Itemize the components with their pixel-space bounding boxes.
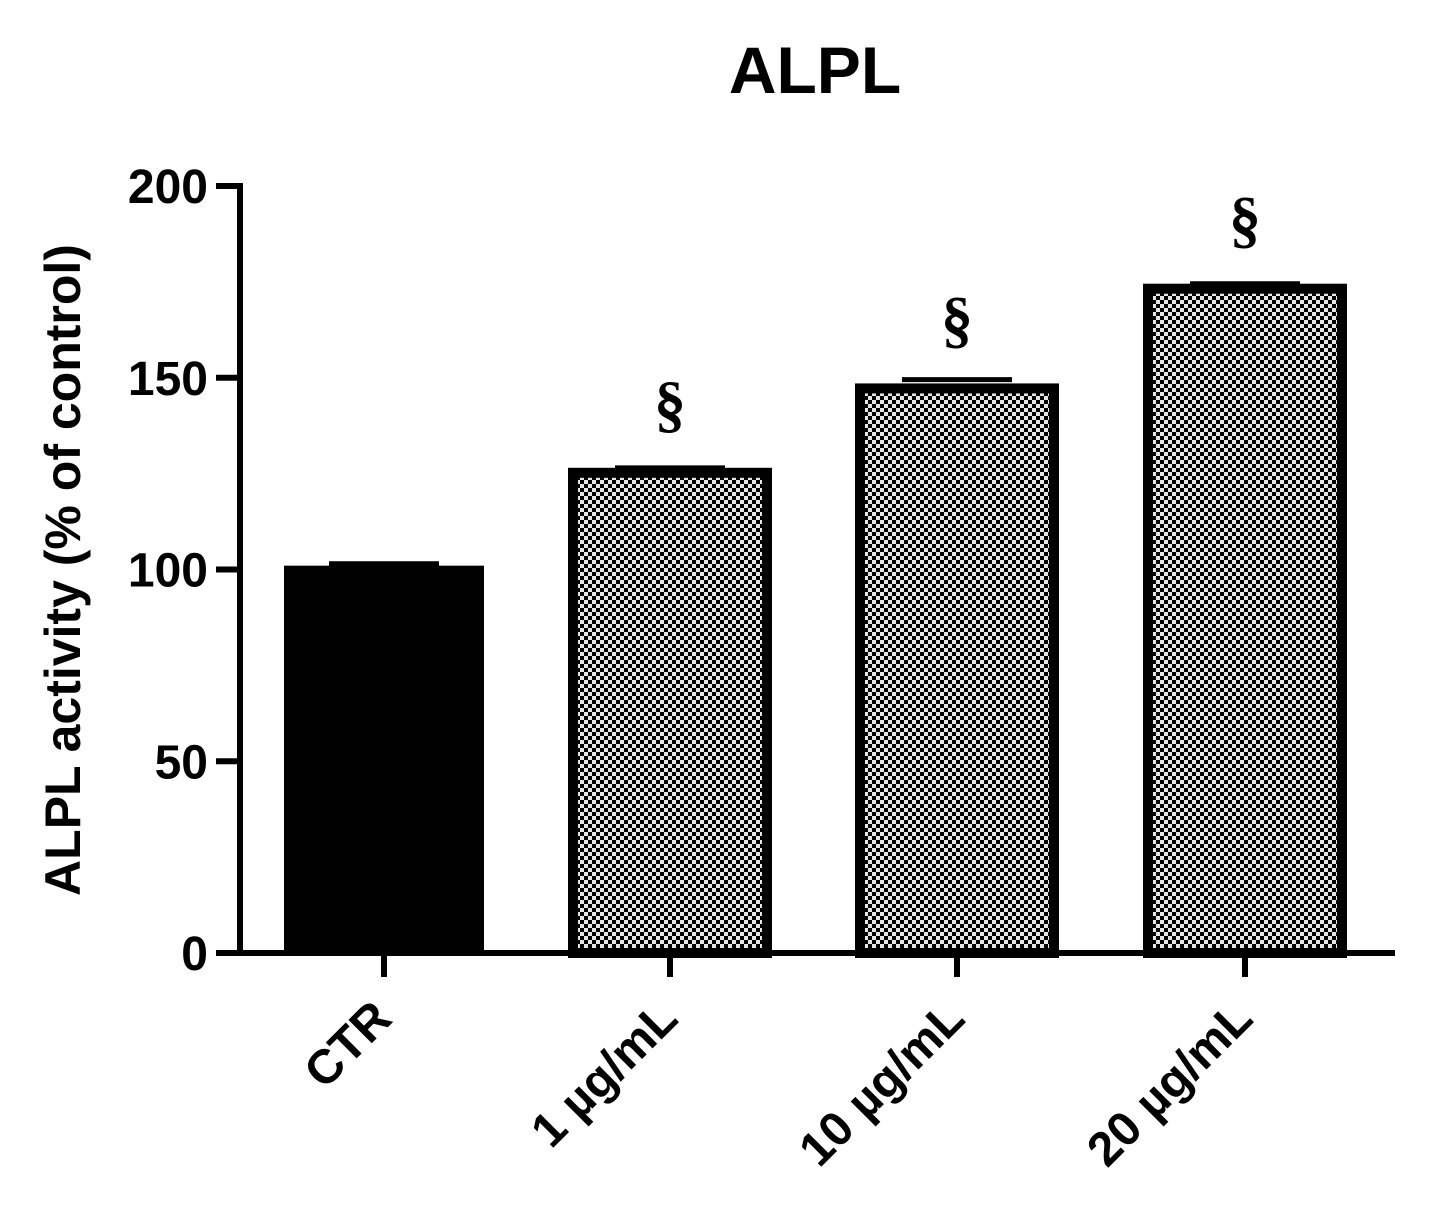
x-category-label: CTR <box>295 991 402 1098</box>
y-tick-label: 0 <box>181 928 208 981</box>
bars-group: § § § <box>284 184 1347 959</box>
y-tick-label: 100 <box>128 545 208 598</box>
x-axis-ticks: CTR 1 µg/mL 10 µg/mL 20 µg/mL <box>295 953 1263 1177</box>
bar-1 <box>568 467 772 958</box>
y-axis-label: ALPL activity (% of control) <box>35 244 91 896</box>
bar-3 <box>1143 283 1347 958</box>
y-tick-label: 150 <box>128 353 208 406</box>
bar-2 <box>855 383 1059 959</box>
significance-annotation: § <box>941 283 973 354</box>
y-tick-label: 50 <box>155 736 208 789</box>
chart-title: ALPL <box>729 33 901 107</box>
x-category-label: 20 µg/mL <box>1077 991 1262 1176</box>
x-category-label: 1 µg/mL <box>521 991 687 1157</box>
x-category-label: 10 µg/mL <box>789 991 974 1176</box>
y-axis-ticks: 0 50 100 150 200 <box>128 161 240 981</box>
significance-annotation: § <box>654 368 686 439</box>
significance-annotation: § <box>1229 184 1261 255</box>
y-tick-label: 200 <box>128 161 208 214</box>
bar-0 <box>284 565 484 953</box>
